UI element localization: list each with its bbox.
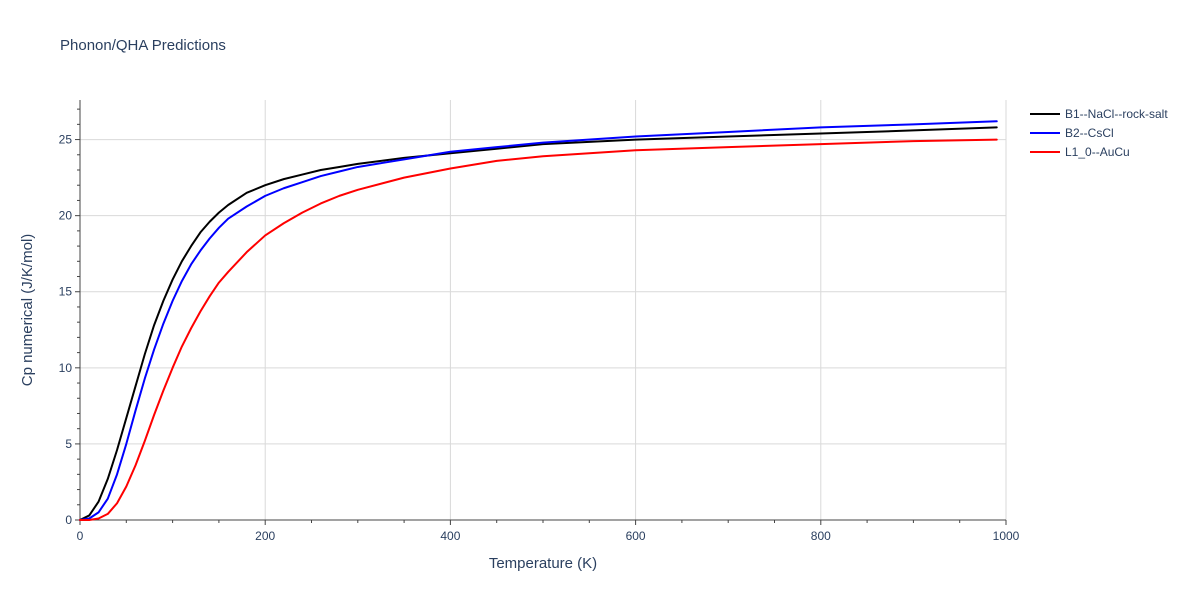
x-tick-label: 800 [811,529,831,543]
legend-label: B2--CsCl [1065,126,1114,140]
legend-item-l1-0-aucu[interactable]: L1_0--AuCu [1030,145,1130,159]
y-tick-label: 20 [59,209,73,223]
series-line-b2-cscl[interactable] [79,120,998,521]
legend[interactable]: B1--NaCl--rock-salt B2--CsCl L1_0--AuCu [1030,107,1168,159]
legend-item-b1-nacl-rock-salt[interactable]: B1--NaCl--rock-salt [1030,107,1168,121]
y-tick-label: 5 [65,437,72,451]
legend-item-b2-cscl[interactable]: B2--CsCl [1030,126,1114,140]
axes [75,100,1007,525]
y-axis-label: Cp numerical (J/K/mol) [19,234,36,387]
y-tick-label: 0 [65,513,72,527]
x-axis-label: Temperature (K) [489,555,597,572]
x-tick-label: 400 [440,529,460,543]
x-tick-label: 1000 [993,529,1020,543]
y-tick-label: 25 [59,133,73,147]
legend-label: B1--NaCl--rock-salt [1065,107,1168,121]
grid [80,100,1007,520]
chart-title: Phonon/QHA Predictions [60,37,226,54]
series-group [79,120,998,521]
x-tick-label: 200 [255,529,275,543]
y-tick-label: 15 [59,285,73,299]
x-tick-label: 0 [77,529,84,543]
x-tick-label: 600 [626,529,646,543]
y-tick-label: 10 [59,361,73,375]
series-line-b1-nacl-rock-salt[interactable] [79,126,998,521]
series-line-l1-0-aucu[interactable] [79,138,998,521]
tick-labels: 0 200 400 600 800 1000 0 5 10 15 20 25 [59,133,1020,543]
legend-label: L1_0--AuCu [1065,145,1130,159]
